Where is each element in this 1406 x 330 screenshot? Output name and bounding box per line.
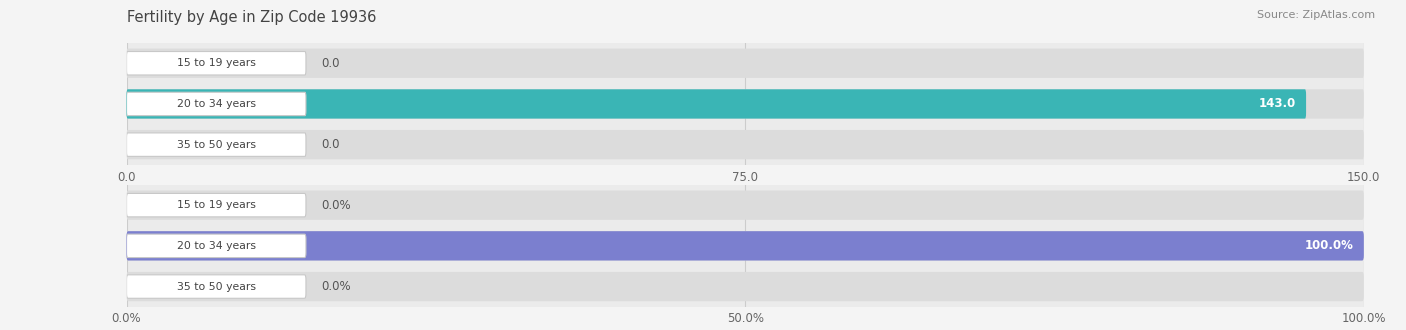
Text: 0.0: 0.0 xyxy=(321,57,339,70)
Text: 100.0%: 100.0% xyxy=(1305,239,1354,252)
FancyBboxPatch shape xyxy=(127,92,307,116)
FancyBboxPatch shape xyxy=(127,190,1364,220)
Text: 35 to 50 years: 35 to 50 years xyxy=(177,281,256,291)
FancyBboxPatch shape xyxy=(127,231,1364,260)
FancyBboxPatch shape xyxy=(127,275,307,298)
FancyBboxPatch shape xyxy=(127,231,1364,260)
Text: Source: ZipAtlas.com: Source: ZipAtlas.com xyxy=(1257,10,1375,20)
Text: 143.0: 143.0 xyxy=(1258,97,1296,111)
Text: 20 to 34 years: 20 to 34 years xyxy=(177,99,256,109)
Text: 15 to 19 years: 15 to 19 years xyxy=(177,200,256,210)
FancyBboxPatch shape xyxy=(127,234,307,258)
FancyBboxPatch shape xyxy=(127,49,1364,78)
FancyBboxPatch shape xyxy=(127,51,307,75)
Text: 15 to 19 years: 15 to 19 years xyxy=(177,58,256,68)
Text: 0.0%: 0.0% xyxy=(321,199,350,212)
FancyBboxPatch shape xyxy=(127,193,307,217)
FancyBboxPatch shape xyxy=(127,89,1306,118)
Text: 20 to 34 years: 20 to 34 years xyxy=(177,241,256,251)
Text: 0.0: 0.0 xyxy=(321,138,339,151)
FancyBboxPatch shape xyxy=(127,272,1364,301)
Text: 35 to 50 years: 35 to 50 years xyxy=(177,140,256,149)
FancyBboxPatch shape xyxy=(127,89,1364,118)
Text: Fertility by Age in Zip Code 19936: Fertility by Age in Zip Code 19936 xyxy=(127,10,375,25)
FancyBboxPatch shape xyxy=(127,130,1364,159)
FancyBboxPatch shape xyxy=(127,133,307,156)
Text: 0.0%: 0.0% xyxy=(321,280,350,293)
